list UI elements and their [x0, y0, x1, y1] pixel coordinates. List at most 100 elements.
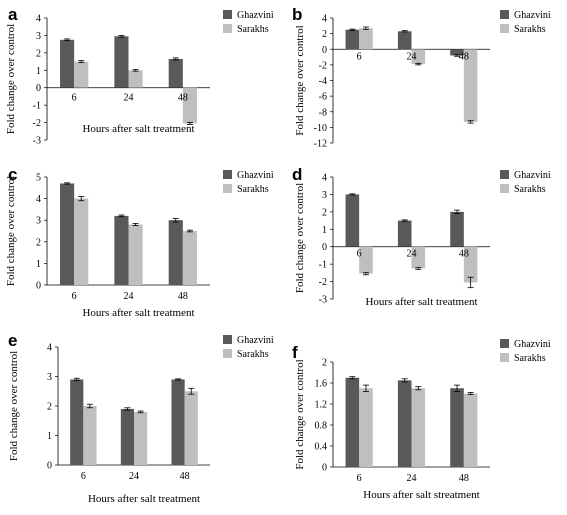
- bar-sarakhs-24h: [128, 70, 143, 88]
- x-axis-label: Hours after salt treatment: [82, 307, 194, 319]
- bar-ghazvini-6h: [345, 194, 360, 247]
- x-axis-label: Hours after salt streatment: [363, 489, 479, 501]
- y-tick-label: 2: [322, 29, 327, 40]
- bar-ghazvini-24h: [397, 31, 412, 50]
- legend-label: Sarakhs: [514, 353, 546, 364]
- legend-label: Ghazvini: [514, 339, 551, 350]
- y-tick-label: 0: [36, 281, 41, 292]
- x-tick-label: 48: [459, 473, 469, 484]
- y-axis-label: Fold change over control: [5, 176, 17, 286]
- y-tick-label: 1: [47, 431, 52, 442]
- chart-panel-d: d -3 -2 -1 0 1 2 3 4 6 24 48 Fold change over contro…: [292, 165, 551, 308]
- bar-ghazvini-6h: [70, 379, 84, 465]
- x-tick-label: 48: [459, 249, 469, 260]
- legend-swatch: [223, 349, 232, 358]
- x-tick-label: 6: [81, 471, 86, 482]
- y-tick-label: 2: [322, 358, 327, 369]
- y-tick-label: 3: [322, 190, 327, 201]
- bar-sarakhs-24h: [411, 388, 426, 467]
- chart-panel-a: a -3 -2 -1 0 1 2 3 4 6 24 48 Fold change over contro…: [5, 5, 274, 147]
- bar-ghazvini-48h: [450, 49, 464, 56]
- bar-sarakhs-48h: [184, 391, 198, 465]
- x-tick-label: 48: [180, 471, 190, 482]
- legend-swatch: [223, 170, 232, 179]
- legend-swatch: [500, 24, 509, 33]
- bar-sarakhs-6h: [359, 246, 373, 274]
- panel-letter: e: [8, 331, 17, 350]
- x-tick-label: 24: [124, 291, 134, 302]
- y-axis-label: Fold change over control: [294, 183, 306, 293]
- y-tick-label: 3: [36, 216, 41, 227]
- x-tick-label: 48: [178, 93, 188, 104]
- legend-label: Sarakhs: [514, 184, 546, 195]
- bar-ghazvini-48h: [168, 58, 183, 88]
- x-tick-label: 24: [407, 51, 417, 62]
- legend-label: Ghazvini: [514, 10, 551, 21]
- y-tick-label: 4: [47, 343, 52, 354]
- y-tick-label: 0.4: [315, 442, 328, 453]
- legend-swatch: [500, 184, 509, 193]
- bar-ghazvini-6h: [60, 39, 75, 88]
- y-tick-label: 0: [322, 45, 327, 56]
- y-tick-label: 5: [36, 173, 41, 184]
- y-tick-label: 2: [36, 48, 41, 59]
- x-tick-label: 6: [357, 473, 362, 484]
- bar-sarakhs-24h: [128, 224, 143, 285]
- bar-sarakhs-48h: [182, 231, 197, 285]
- panel-letter: a: [8, 5, 18, 24]
- bar-sarakhs-24h: [411, 246, 426, 269]
- y-tick-label: 2: [322, 207, 327, 218]
- y-tick-label: 4: [36, 14, 41, 25]
- bar-sarakhs-24h: [411, 49, 426, 65]
- legend-label: Ghazvini: [237, 335, 274, 346]
- panel-letter: c: [8, 165, 17, 184]
- y-tick-label: 0: [47, 461, 52, 472]
- x-tick-label: 6: [357, 51, 362, 62]
- y-tick-label: 1: [36, 66, 41, 77]
- y-tick-label: 3: [47, 372, 52, 383]
- bar-sarakhs-48h: [463, 49, 478, 122]
- x-tick-label: 48: [459, 51, 469, 62]
- chart-panel-f: f 0 0.4 0.8 1.2 1.6 2 6 24 48 Fold change over con…: [292, 339, 551, 501]
- bar-sarakhs-48h: [182, 87, 197, 124]
- bar-sarakhs-48h: [463, 246, 478, 283]
- bar-sarakhs-6h: [74, 61, 89, 88]
- y-tick-label: 0.8: [315, 421, 328, 432]
- y-tick-label: -2: [33, 118, 41, 129]
- bar-sarakhs-6h: [74, 198, 89, 285]
- y-tick-label: 1.6: [315, 379, 328, 390]
- y-tick-label: -10: [314, 123, 327, 134]
- legend-label: Sarakhs: [237, 24, 269, 35]
- x-tick-label: 6: [357, 249, 362, 260]
- y-tick-label: 1: [322, 225, 327, 236]
- legend-swatch: [223, 10, 232, 19]
- bar-ghazvini-24h: [397, 380, 412, 467]
- y-axis-label: Fold change over control: [8, 351, 20, 461]
- bar-ghazvini-24h: [397, 220, 412, 247]
- y-tick-label: 2: [47, 402, 52, 413]
- x-axis-label: Hours after salt treatment: [82, 123, 194, 135]
- legend-swatch: [500, 339, 509, 348]
- bar-ghazvini-6h: [345, 377, 360, 467]
- legend-label: Ghazvini: [237, 170, 274, 181]
- bar-sarakhs-6h: [83, 406, 97, 465]
- bar-ghazvini-48h: [171, 379, 185, 465]
- y-tick-label: -12: [314, 139, 327, 150]
- bar-ghazvini-24h: [114, 36, 129, 88]
- panel-letter: f: [292, 343, 298, 362]
- legend-label: Ghazvini: [514, 170, 551, 181]
- y-tick-label: 1.2: [315, 400, 328, 411]
- legend-swatch: [500, 170, 509, 179]
- legend-swatch: [223, 335, 232, 344]
- y-tick-label: -2: [319, 60, 327, 71]
- bar-ghazvini-6h: [60, 183, 75, 285]
- legend-label: Ghazvini: [237, 10, 274, 21]
- x-tick-label: 48: [178, 291, 188, 302]
- chart-panel-c: c 0 1 2 3 4 5 6 24 48 Fold change over control Hour…: [5, 165, 274, 319]
- x-tick-label: 24: [124, 93, 134, 104]
- bar-ghazvini-24h: [114, 215, 129, 285]
- x-tick-label: 6: [72, 93, 77, 104]
- y-tick-label: -3: [319, 295, 327, 306]
